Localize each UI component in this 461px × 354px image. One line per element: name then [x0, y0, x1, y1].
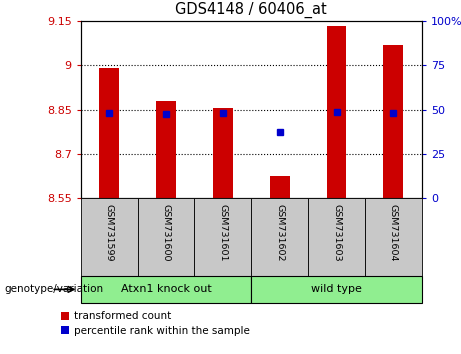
- Bar: [99, 68, 119, 198]
- Bar: [156, 101, 176, 198]
- Bar: [213, 108, 233, 198]
- Legend: transformed count, percentile rank within the sample: transformed count, percentile rank withi…: [60, 312, 250, 336]
- Bar: [251, 198, 308, 276]
- Bar: [384, 45, 403, 198]
- Bar: [81, 198, 137, 276]
- Text: GSM731600: GSM731600: [161, 205, 171, 262]
- Bar: [81, 276, 251, 303]
- Title: GDS4148 / 60406_at: GDS4148 / 60406_at: [175, 2, 327, 18]
- Text: wild type: wild type: [311, 284, 362, 295]
- Text: GSM731604: GSM731604: [389, 205, 398, 262]
- Text: genotype/variation: genotype/variation: [5, 284, 104, 295]
- Text: GSM731601: GSM731601: [219, 205, 227, 262]
- Text: GSM731602: GSM731602: [275, 205, 284, 262]
- Bar: [137, 198, 195, 276]
- Bar: [195, 198, 251, 276]
- Bar: [365, 198, 422, 276]
- Bar: [326, 25, 347, 198]
- Bar: [270, 176, 290, 198]
- Text: GSM731599: GSM731599: [105, 205, 113, 262]
- Text: GSM731603: GSM731603: [332, 205, 341, 262]
- Bar: [251, 276, 422, 303]
- Text: Atxn1 knock out: Atxn1 knock out: [121, 284, 211, 295]
- Bar: [308, 198, 365, 276]
